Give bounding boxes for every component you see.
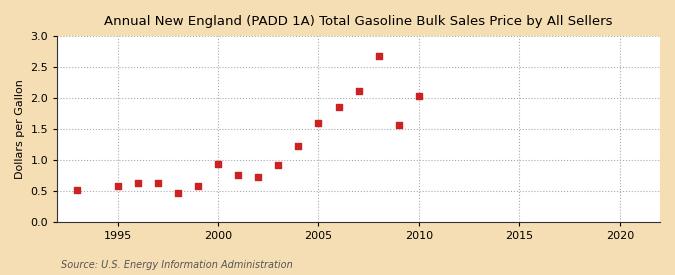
Title: Annual New England (PADD 1A) Total Gasoline Bulk Sales Price by All Sellers: Annual New England (PADD 1A) Total Gasol… bbox=[105, 15, 613, 28]
Point bbox=[213, 162, 223, 166]
Point bbox=[333, 105, 344, 109]
Point bbox=[313, 121, 324, 126]
Point bbox=[273, 163, 284, 167]
Point bbox=[153, 181, 163, 186]
Y-axis label: Dollars per Gallon: Dollars per Gallon bbox=[15, 79, 25, 179]
Point bbox=[233, 172, 244, 177]
Text: Source: U.S. Energy Information Administration: Source: U.S. Energy Information Administ… bbox=[61, 260, 292, 270]
Point bbox=[394, 122, 404, 127]
Point bbox=[72, 188, 83, 192]
Point bbox=[373, 54, 384, 58]
Point bbox=[253, 174, 264, 179]
Point bbox=[112, 184, 123, 188]
Point bbox=[353, 89, 364, 94]
Point bbox=[173, 191, 184, 195]
Point bbox=[293, 144, 304, 148]
Point bbox=[414, 93, 425, 98]
Point bbox=[132, 181, 143, 185]
Point bbox=[192, 184, 203, 189]
